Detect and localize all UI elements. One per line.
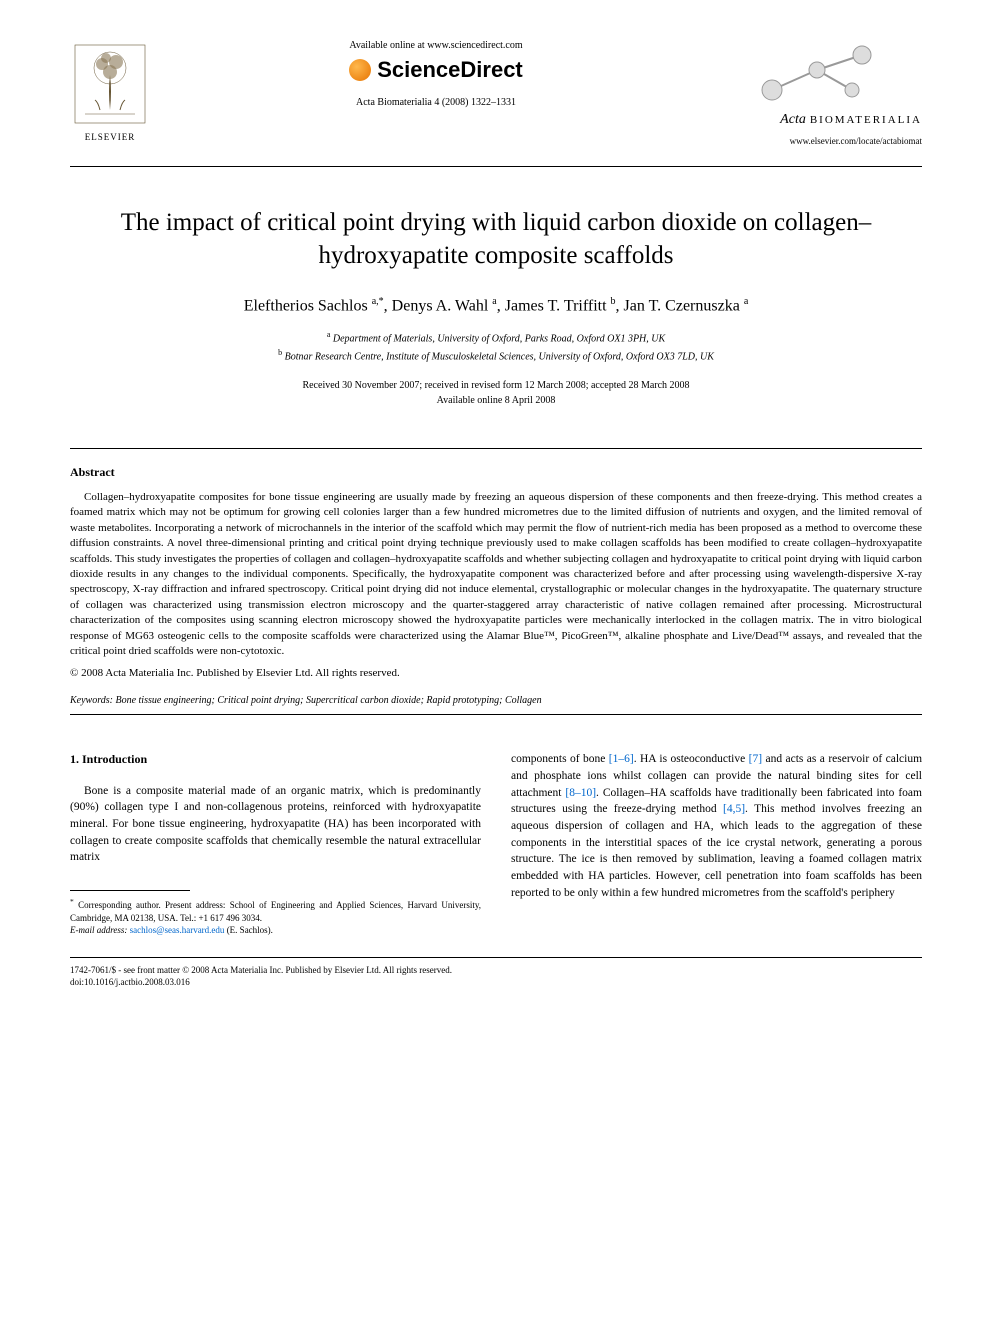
header-divider <box>70 166 922 167</box>
corresponding-author-footnote: * Corresponding author. Present address:… <box>70 897 481 924</box>
elsevier-tree-logo <box>70 40 150 130</box>
sciencedirect-logo: ScienceDirect <box>170 57 702 83</box>
body-columns: 1. Introduction Bone is a composite mate… <box>70 751 922 937</box>
dates-online: Available online 8 April 2008 <box>70 393 922 408</box>
keywords-list: Bone tissue engineering; Critical point … <box>115 695 541 706</box>
intro-para-left: Bone is a composite material made of an … <box>70 783 481 866</box>
abstract-top-rule <box>70 448 922 449</box>
column-left: 1. Introduction Bone is a composite mate… <box>70 751 481 937</box>
email-link[interactable]: sachlos@seas.harvard.edu <box>130 925 225 935</box>
footer-rule <box>70 957 922 958</box>
affiliation-b: b Botnar Research Centre, Institute of M… <box>70 347 922 364</box>
email-author: (E. Sachlos). <box>227 925 273 935</box>
center-header: Available online at www.sciencedirect.co… <box>150 40 722 108</box>
affiliations: a Department of Materials, University of… <box>70 329 922 364</box>
authors-list: Eleftherios Sachlos a,*, Denys A. Wahl a… <box>70 296 922 315</box>
sciencedirect-text: ScienceDirect <box>377 57 523 83</box>
section-heading-intro: 1. Introduction <box>70 751 481 768</box>
abstract-bottom-rule <box>70 714 922 715</box>
journal-molecule-icon <box>742 40 922 110</box>
abstract-body: Collagen–hydroxyapatite composites for b… <box>70 490 922 659</box>
keywords-line: Keywords: Bone tissue engineering; Criti… <box>70 695 922 706</box>
keywords-label: Keywords: <box>70 695 113 706</box>
article-dates: Received 30 November 2007; received in r… <box>70 378 922 408</box>
publisher-name: ELSEVIER <box>70 132 150 142</box>
email-footnote: E-mail address: sachlos@seas.harvard.edu… <box>70 924 481 937</box>
footer-front-matter: 1742-7061/$ - see front matter © 2008 Ac… <box>70 964 922 977</box>
abstract-heading: Abstract <box>70 465 922 480</box>
journal-name-caps: BIOMATERIALIA <box>810 114 922 126</box>
publisher-block: ELSEVIER <box>70 40 150 142</box>
footer-doi: doi:10.1016/j.actbio.2008.03.016 <box>70 976 922 989</box>
ref-link-1-6[interactable]: [1–6] <box>609 753 634 765</box>
ref-link-8-10[interactable]: [8–10] <box>565 787 596 799</box>
journal-url: www.elsevier.com/locate/actabiomat <box>722 136 922 146</box>
journal-reference: Acta Biomaterialia 4 (2008) 1322–1331 <box>170 97 702 108</box>
email-label: E-mail address: <box>70 925 127 935</box>
affiliation-a: a Department of Materials, University of… <box>70 329 922 346</box>
ref-link-4-5[interactable]: [4,5] <box>723 803 745 815</box>
column-right: components of bone [1–6]. HA is osteocon… <box>511 751 922 937</box>
dates-received: Received 30 November 2007; received in r… <box>70 378 922 393</box>
article-title: The impact of critical point drying with… <box>70 207 922 272</box>
intro-para-right: components of bone [1–6]. HA is osteocon… <box>511 751 922 901</box>
journal-header: ELSEVIER Available online at www.science… <box>70 40 922 146</box>
copyright-line: © 2008 Acta Materialia Inc. Published by… <box>70 667 922 679</box>
sciencedirect-dot-icon <box>349 59 371 81</box>
ref-link-7[interactable]: [7] <box>749 753 762 765</box>
footnote-rule <box>70 890 190 891</box>
available-online-text: Available online at www.sciencedirect.co… <box>170 40 702 51</box>
journal-name: Acta BIOMATERIALIA <box>722 110 922 128</box>
journal-name-italic: Acta <box>780 112 806 127</box>
journal-logo-block: Acta BIOMATERIALIA www.elsevier.com/loca… <box>722 40 922 146</box>
